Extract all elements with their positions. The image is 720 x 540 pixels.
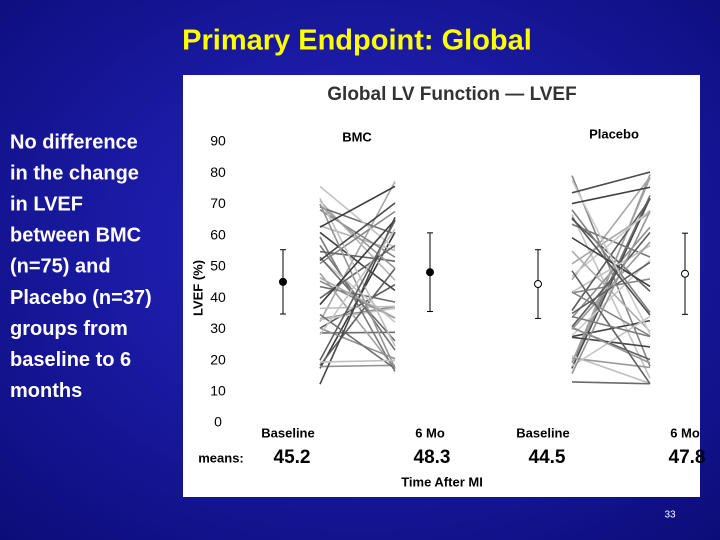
x-axis-label: Time After MI: [401, 474, 483, 489]
individual-trace: [319, 267, 396, 366]
individual-trace: [571, 198, 651, 311]
individual-trace: [319, 197, 396, 347]
individual-trace: [571, 171, 651, 194]
body-line: in the change: [10, 162, 139, 184]
x-tick-label: 6 Mo: [670, 425, 700, 440]
individual-trace: [319, 228, 396, 336]
individual-trace: [319, 236, 396, 372]
mean-value: 45.2: [274, 447, 311, 468]
individual-trace: [319, 359, 396, 363]
x-tick-label: Baseline: [516, 425, 569, 440]
individual-trace: [319, 250, 396, 262]
individual-trace: [319, 305, 396, 310]
individual-trace: [571, 216, 651, 316]
y-tick-label: 60: [210, 226, 226, 242]
individual-trace: [571, 326, 651, 364]
y-tick-label: 80: [210, 164, 226, 180]
individual-trace: [571, 315, 651, 338]
body-line: Placebo (n=37): [10, 287, 152, 309]
individual-trace: [571, 244, 651, 294]
body-line: months: [10, 380, 82, 402]
individual-trace: [571, 261, 651, 315]
y-tick-label: 30: [210, 320, 226, 336]
individual-trace: [571, 223, 651, 258]
y-tick-label: 10: [210, 382, 226, 398]
y-tick-label: 70: [210, 195, 226, 211]
individual-trace: [319, 283, 396, 329]
y-tick-label: 0: [214, 414, 222, 430]
individual-trace: [319, 327, 396, 360]
body-line: (n=75) and: [10, 256, 111, 278]
individual-trace: [571, 214, 651, 379]
traces: [319, 171, 651, 385]
individual-trace: [319, 181, 396, 322]
individual-trace: [571, 291, 651, 337]
body-line: groups from: [10, 318, 128, 340]
mean-value: 47.8: [669, 447, 706, 468]
individual-trace: [571, 176, 651, 281]
group-label: BMC: [342, 129, 372, 144]
means-label: means:: [198, 450, 244, 465]
individual-trace: [571, 186, 651, 205]
individual-trace: [319, 203, 396, 369]
chart: Global LV Function — LVEF LVEF (%) Time …: [190, 84, 705, 489]
x-tick-label: 6 Mo: [415, 425, 445, 440]
y-tick-label: 90: [210, 133, 226, 149]
individual-trace: [319, 204, 396, 269]
individual-trace: [319, 206, 396, 235]
individual-trace: [319, 202, 396, 262]
individual-trace: [319, 364, 396, 368]
individual-trace: [319, 209, 396, 258]
individual-trace: [319, 219, 396, 306]
x-tick-label: Baseline: [261, 425, 314, 440]
mean-value: 48.3: [414, 447, 451, 468]
mean-marker: [681, 269, 689, 278]
mean-value: 44.5: [529, 447, 566, 468]
mean-marker: [534, 280, 542, 289]
mean-marker: [426, 268, 434, 277]
individual-trace: [571, 226, 651, 319]
individual-trace: [319, 185, 396, 250]
individual-trace: [571, 315, 651, 367]
body-line: No difference: [10, 131, 138, 153]
individual-trace: [571, 259, 651, 337]
body-text: No difference in the change in LVEF between…: [10, 131, 152, 402]
body-line: in LVEF: [10, 193, 83, 215]
individual-trace: [319, 200, 396, 281]
mean-marker: [279, 277, 287, 286]
individual-trace: [571, 232, 651, 328]
individual-trace: [571, 381, 651, 385]
individual-trace: [319, 220, 396, 361]
individual-trace: [319, 277, 396, 319]
y-tick-label: 40: [210, 289, 226, 305]
page-number: 33: [664, 510, 676, 521]
individual-trace: [319, 185, 396, 228]
group-label: Placebo: [589, 126, 639, 141]
chart-title: Global LV Function — LVEF: [327, 84, 576, 105]
individual-trace: [319, 313, 396, 370]
individual-trace: [571, 177, 651, 363]
y-tick-label: 50: [210, 258, 226, 274]
individual-trace: [571, 210, 651, 374]
y-axis-label: LVEF (%): [190, 260, 205, 316]
individual-trace: [571, 237, 651, 288]
body-line: between BMC: [10, 225, 141, 247]
body-line: baseline to 6: [10, 349, 131, 371]
individual-trace: [571, 179, 651, 335]
slide-title: Primary Endpoint: Global: [182, 25, 532, 57]
y-tick-label: 20: [210, 351, 226, 367]
